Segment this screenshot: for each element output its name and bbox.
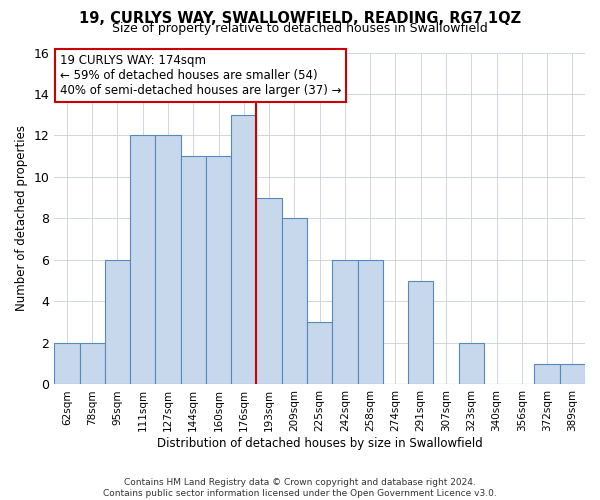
Bar (358, 260, 383, 384)
Y-axis label: Number of detached properties: Number of detached properties (15, 126, 28, 312)
Bar (206, 156, 231, 384)
Text: Contains HM Land Registry data © Crown copyright and database right 2024.
Contai: Contains HM Land Registry data © Crown c… (103, 478, 497, 498)
Bar (231, 114, 256, 384)
Bar (181, 156, 206, 384)
Text: 19, CURLYS WAY, SWALLOWFIELD, READING, RG7 1QZ: 19, CURLYS WAY, SWALLOWFIELD, READING, R… (79, 11, 521, 26)
Bar (155, 136, 181, 384)
Bar (54, 343, 80, 384)
Bar (282, 218, 307, 384)
Bar (80, 343, 105, 384)
X-axis label: Distribution of detached houses by size in Swallowfield: Distribution of detached houses by size … (157, 437, 482, 450)
Text: 19 CURLYS WAY: 174sqm
← 59% of detached houses are smaller (54)
40% of semi-deta: 19 CURLYS WAY: 174sqm ← 59% of detached … (59, 54, 341, 97)
Bar (130, 136, 155, 384)
Bar (560, 364, 585, 384)
Text: Size of property relative to detached houses in Swallowfield: Size of property relative to detached ho… (112, 22, 488, 35)
Bar (105, 260, 130, 384)
Bar (535, 364, 560, 384)
Bar (458, 343, 484, 384)
Bar (332, 260, 358, 384)
Bar (307, 322, 332, 384)
Bar (256, 198, 282, 384)
Bar (408, 280, 433, 384)
